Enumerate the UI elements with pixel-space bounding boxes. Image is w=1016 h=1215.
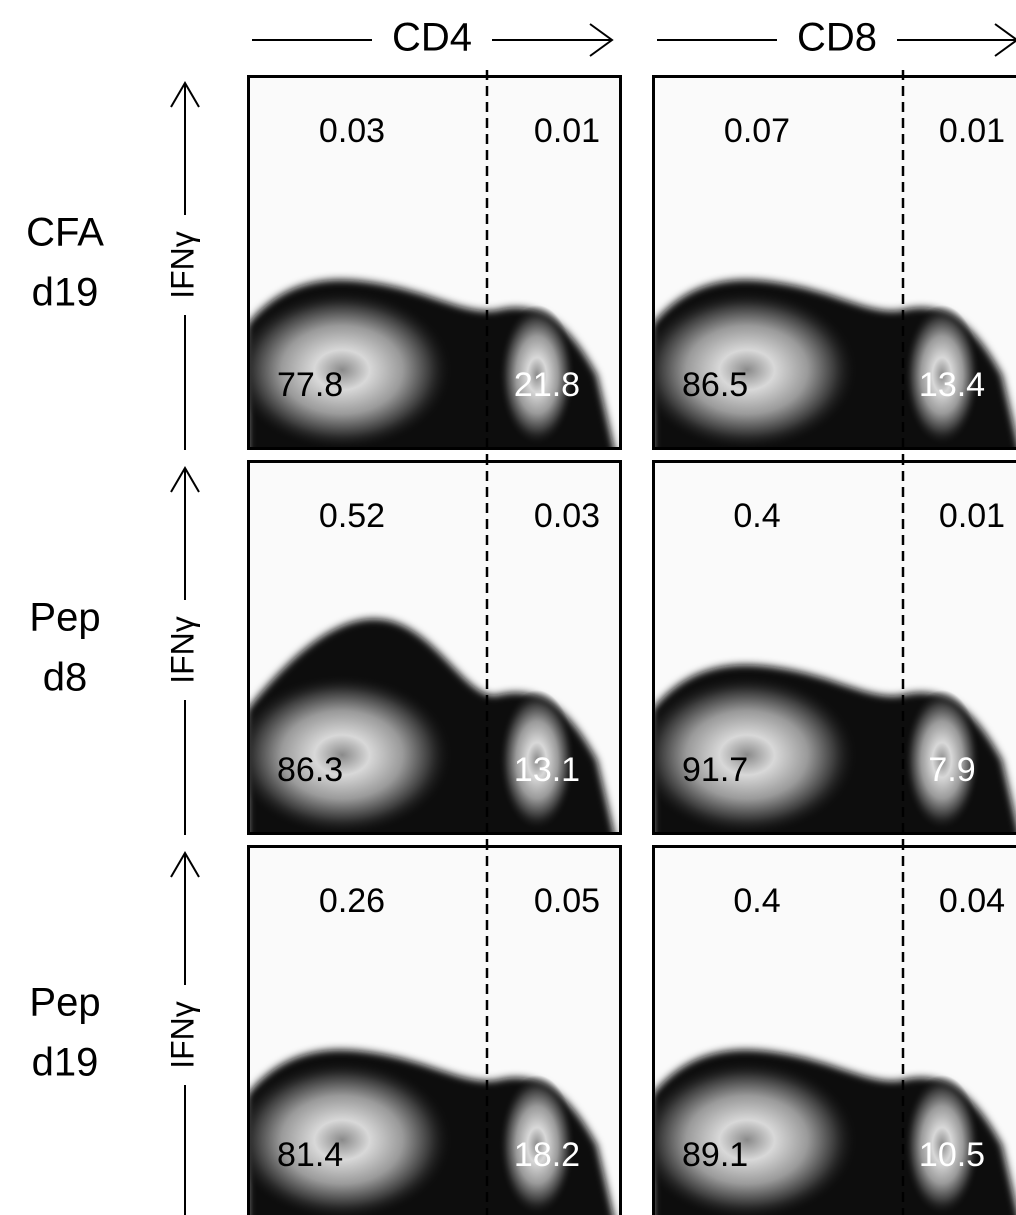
population-core bbox=[499, 690, 575, 830]
quadrant-value: 77.8 bbox=[277, 366, 343, 404]
quadrant-value: 0.07 bbox=[724, 112, 790, 150]
density-plot bbox=[247, 460, 622, 835]
y-axis-label: IFNγ bbox=[164, 231, 200, 299]
header-arrowhead bbox=[994, 23, 1016, 57]
quadrant-value: 89.1 bbox=[682, 1136, 748, 1174]
population-core bbox=[904, 1075, 980, 1215]
quadrant-value: 91.7 bbox=[682, 751, 748, 789]
population-core bbox=[247, 675, 452, 835]
quadrant-value: 86.3 bbox=[277, 751, 343, 789]
population-core bbox=[499, 305, 575, 445]
row-label: CFA bbox=[26, 211, 104, 255]
density-plot bbox=[247, 75, 622, 450]
quadrant-value: 0.52 bbox=[319, 497, 385, 535]
quadrant-value: 86.5 bbox=[682, 366, 748, 404]
panel-border bbox=[247, 75, 622, 450]
quadrant-value: 0.04 bbox=[939, 882, 1005, 920]
quadrant-value: 0.03 bbox=[319, 112, 385, 150]
quadrant-value: 10.5 bbox=[919, 1136, 985, 1174]
column-label: CD4 bbox=[392, 16, 472, 60]
population-core bbox=[652, 1060, 857, 1215]
quadrant-value: 7.9 bbox=[928, 751, 975, 789]
quadrant-value: 0.05 bbox=[534, 882, 600, 920]
quadrant-value: 0.4 bbox=[733, 882, 780, 920]
row-label: d19 bbox=[32, 271, 99, 315]
quadrant-value: 0.4 bbox=[733, 497, 780, 535]
population-core bbox=[904, 305, 980, 445]
quadrant-value: 0.01 bbox=[939, 497, 1005, 535]
quadrant-value: 21.8 bbox=[514, 366, 580, 404]
y-axis-label: IFNγ bbox=[164, 616, 200, 684]
quadrant-value: 13.4 bbox=[919, 366, 985, 404]
column-label: CD8 bbox=[797, 16, 877, 60]
density-plot bbox=[652, 460, 1016, 835]
quadrant-value: 0.26 bbox=[319, 882, 385, 920]
row-label: Pep bbox=[29, 596, 100, 640]
population-core bbox=[904, 690, 980, 830]
quadrant-value: 0.01 bbox=[939, 112, 1005, 150]
quadrant-value: 0.03 bbox=[534, 497, 600, 535]
quadrant-value: 0.01 bbox=[534, 112, 600, 150]
population-core bbox=[652, 675, 857, 835]
panel-border bbox=[652, 75, 1016, 450]
row-label: d19 bbox=[32, 1041, 99, 1085]
density-plot bbox=[652, 845, 1016, 1215]
population-core bbox=[247, 1060, 452, 1215]
panel-border bbox=[652, 845, 1016, 1215]
density-plot bbox=[652, 75, 1016, 450]
quadrant-value: 81.4 bbox=[277, 1136, 343, 1174]
population-core bbox=[652, 290, 857, 450]
header-arrowhead bbox=[589, 23, 614, 57]
panel-border bbox=[247, 845, 622, 1215]
population-core bbox=[499, 1075, 575, 1215]
density-plot bbox=[247, 845, 622, 1215]
y-axis-label: IFNγ bbox=[164, 1001, 200, 1069]
panel-border bbox=[652, 460, 1016, 835]
row-label: Pep bbox=[29, 981, 100, 1025]
population-core bbox=[247, 290, 452, 450]
quadrant-value: 18.2 bbox=[514, 1136, 580, 1174]
row-label: d8 bbox=[43, 656, 88, 700]
quadrant-value: 13.1 bbox=[514, 751, 580, 789]
panel-border bbox=[247, 460, 622, 835]
